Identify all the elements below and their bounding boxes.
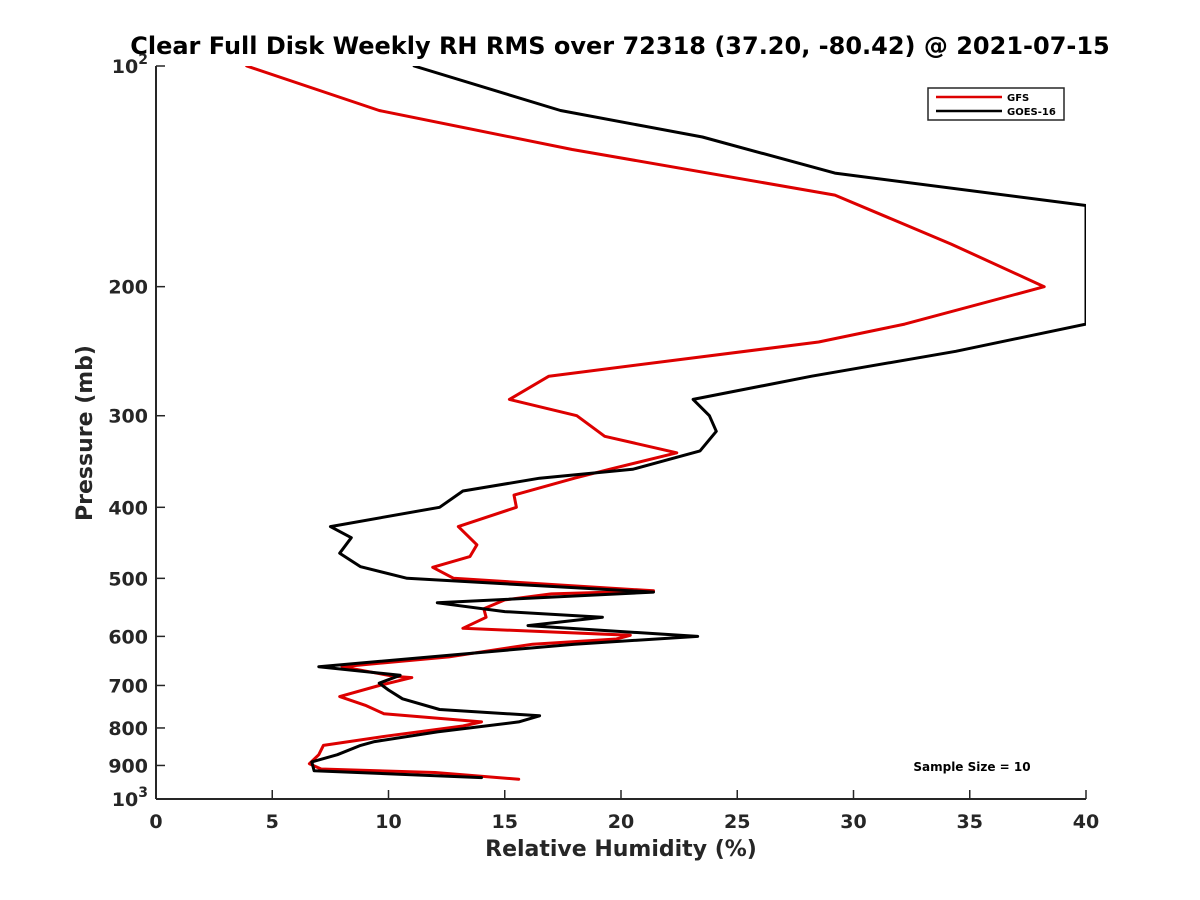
x-tick-label: 0 [149, 811, 162, 833]
x-tick-label: 25 [724, 811, 750, 833]
legend: GFS GOES-16 [927, 87, 1065, 121]
x-tick-label: 10 [375, 811, 401, 833]
x-tick-label: 35 [957, 811, 983, 833]
x-axis-ticks: 0 5 10 15 20 25 30 35 40 [149, 790, 1099, 833]
x-tick-label: 5 [266, 811, 279, 833]
x-axis-label: Relative Humidity (%) [485, 837, 757, 862]
series-line-goes16 [310, 66, 1086, 780]
legend-label-gfs: GFS [1007, 93, 1029, 104]
y-tick-label: 500 [108, 568, 148, 590]
y-axis-ticks: 102 200 300 400 500 600 700 800 900 103 [108, 52, 165, 811]
x-tick-label: 15 [492, 811, 518, 833]
y-tick-label: 400 [108, 497, 148, 519]
y-tick-label: 600 [108, 626, 148, 648]
chart-title: Clear Full Disk Weekly RH RMS over 72318… [130, 32, 1110, 60]
x-tick-label: 20 [608, 811, 634, 833]
y-tick-label: 102 [112, 52, 148, 78]
plot-area: 0 5 10 15 20 25 30 35 40 102 200 300 400 500 600 700 80… [108, 52, 1099, 833]
legend-box [927, 87, 1065, 121]
y-tick-label: 800 [108, 718, 148, 740]
sample-size-annotation: Sample Size = 10 [913, 760, 1030, 774]
y-tick-label: 300 [108, 406, 148, 428]
x-tick-label: 40 [1073, 811, 1099, 833]
x-tick-label: 30 [840, 811, 866, 833]
legend-label-goes16: GOES-16 [1007, 107, 1056, 118]
y-tick-label: 700 [108, 675, 148, 697]
y-axis-label: Pressure (mb) [73, 345, 98, 521]
y-tick-label: 200 [108, 277, 148, 299]
y-tick-label: 900 [108, 755, 148, 777]
y-tick-label: 103 [112, 785, 148, 811]
